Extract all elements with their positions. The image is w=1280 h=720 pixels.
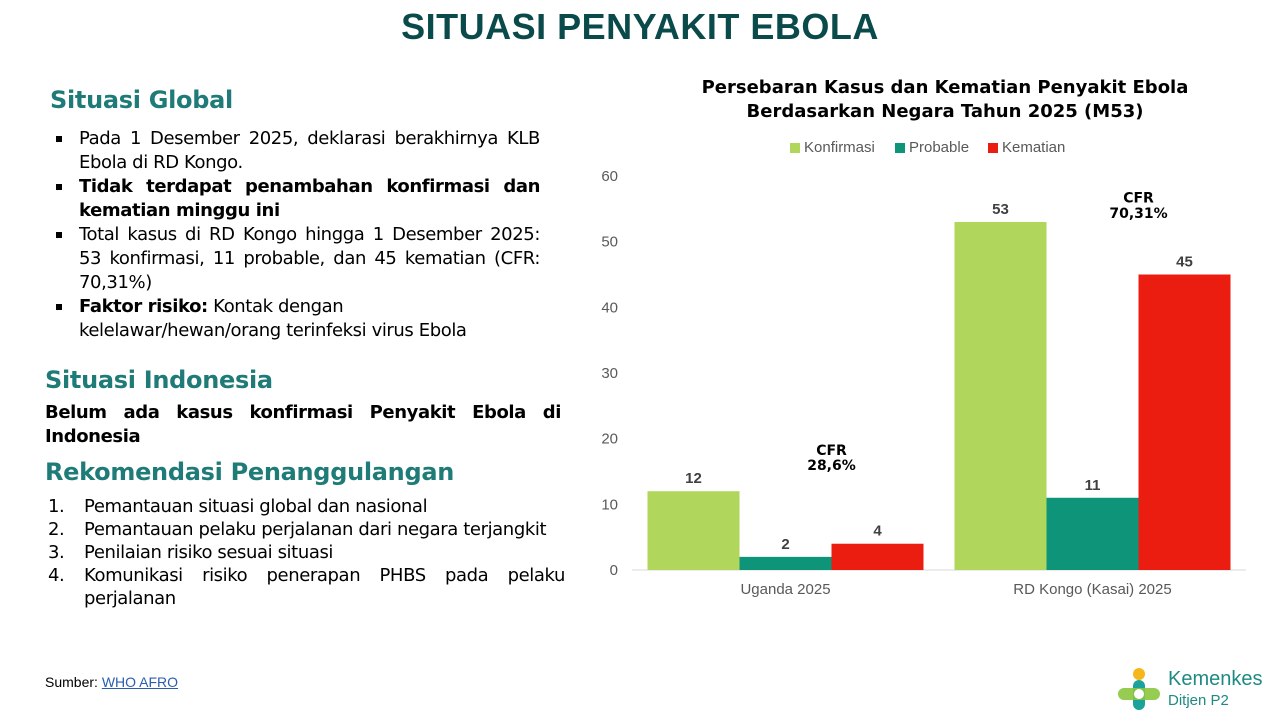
legend-label-3: Kematian [1002, 139, 1065, 156]
data-label-1-2: 2 [781, 536, 789, 553]
bar-2-3 [1138, 274, 1231, 570]
recommendation-text-4: Komunikasi risiko penerapan PHBS pada pe… [84, 565, 565, 609]
recommendation-num-4: 4. [48, 565, 65, 586]
x-tick-label-1: Uganda 2025 [740, 581, 830, 598]
recommendation-item-3: 3. Penilaian risiko sesuai situasi [45, 541, 565, 564]
cfr-annotation-1-line-2: 28,6% [807, 458, 856, 474]
x-tick-label-2: RD Kongo (Kasai) 2025 [1013, 581, 1171, 598]
global-heading: Situasi Global [50, 86, 233, 114]
y-tick-label-6: 50 [601, 234, 618, 251]
source-link[interactable]: WHO AFRO [101, 674, 179, 690]
source-note: Sumber: WHO AFRO [45, 674, 178, 690]
bar-2-2 [1046, 497, 1139, 570]
legend-label-2: Probable [909, 139, 969, 156]
logo-name: Kemenkes [1168, 668, 1263, 690]
recommendation-item-4: 4. Komunikasi risiko penerapan PHBS pada … [45, 564, 565, 610]
kemenkes-logo: Kemenkes Ditjen P2 [1114, 664, 1274, 714]
cfr-annotation-2-line-2: 70,31% [1109, 206, 1167, 222]
logo-subtitle: Ditjen P2 [1168, 692, 1229, 709]
data-label-1-3: 4 [873, 523, 882, 540]
data-label-2-1: 53 [992, 201, 1009, 218]
y-tick-label-5: 40 [601, 299, 618, 316]
y-tick-label-4: 30 [601, 365, 618, 382]
legend-swatch-1 [790, 143, 800, 153]
cfr-annotation-1-line-1: CFR [816, 443, 847, 459]
recommendations-list: 1. Pemantauan situasi global dan nasional… [45, 495, 565, 610]
global-bullet-1: Pada 1 Desember 2025, deklarasi berakhir… [56, 127, 540, 175]
chart-title-line-2: Berdasarkan Negara Tahun 2025 (M53) [746, 101, 1144, 122]
source-label: Sumber: [45, 674, 102, 690]
global-bullet-4-bold: Faktor risiko: [79, 296, 208, 317]
bar-1-3 [831, 543, 924, 570]
recommendation-item-2: 2. Pemantauan pelaku perjalanan dari nega… [45, 518, 565, 541]
recommendation-text-3: Penilaian risiko sesuai situasi [84, 542, 334, 563]
page-title: SITUASI PENYAKIT EBOLA [401, 6, 879, 47]
data-label-2-3: 45 [1176, 254, 1193, 271]
global-bullet-2: Tidak terdapat penambahan konfirmasi dan… [56, 175, 540, 223]
indonesia-text: Belum ada kasus konfirmasi Penyakit Ebol… [45, 402, 561, 447]
recommendation-text-2: Pemantauan pelaku perjalanan dari negara… [84, 519, 547, 540]
bar-1-1 [647, 491, 740, 570]
global-bullet-4-text: Kontak dengan kelelawar/hewan/orang teri… [79, 296, 467, 341]
chart-title-line-1: Persebaran Kasus dan Kematian Penyakit E… [701, 77, 1189, 98]
y-tick-label-3: 20 [601, 431, 618, 448]
bar-2-1 [954, 221, 1047, 570]
recommendation-text-1: Pemantauan situasi global dan nasional [84, 496, 428, 517]
global-bullet-3: Total kasus di RD Kongo hingga 1 Desembe… [56, 223, 540, 295]
global-bullet-3-text: Total kasus di RD Kongo hingga 1 Desembe… [79, 224, 540, 293]
chart-title: Persebaran Kasus dan Kematian Penyakit E… [650, 76, 1240, 124]
y-tick-label-1: 0 [610, 562, 618, 579]
bar-chart: Konfirmasi Probable Kematian 0 10 20 30 40 50 60 1… [601, 139, 1246, 598]
legend-label-1: Konfirmasi [804, 139, 875, 156]
cfr-annotation-2-line-1: CFR [1123, 190, 1154, 206]
global-bullet-2-text: Tidak terdapat penambahan konfirmasi dan… [79, 176, 540, 221]
indonesia-heading: Situasi Indonesia [45, 366, 273, 394]
recommendation-num-1: 1. [48, 496, 65, 517]
data-label-1-1: 12 [685, 470, 702, 487]
global-bullet-1-text: Pada 1 Desember 2025, deklarasi berakhir… [79, 128, 540, 173]
bar-1-2 [739, 556, 832, 570]
recommendation-num-3: 3. [48, 542, 65, 563]
recommendation-num-2: 2. [48, 519, 65, 540]
legend-swatch-3 [988, 143, 998, 153]
global-bullet-list: Pada 1 Desember 2025, deklarasi berakhir… [56, 127, 540, 343]
y-tick-label-7: 60 [601, 168, 618, 185]
kemenkes-logo-icon [1118, 668, 1160, 710]
recommendation-item-1: 1. Pemantauan situasi global dan nasional [45, 495, 565, 518]
recommendations-heading: Rekomendasi Penanggulangan [45, 458, 455, 486]
y-tick-label-2: 10 [601, 496, 618, 513]
legend-swatch-2 [895, 143, 905, 153]
data-label-2-2: 11 [1085, 477, 1101, 494]
global-bullet-4: Faktor risiko: Kontak dengan kelelawar/h… [56, 295, 540, 343]
